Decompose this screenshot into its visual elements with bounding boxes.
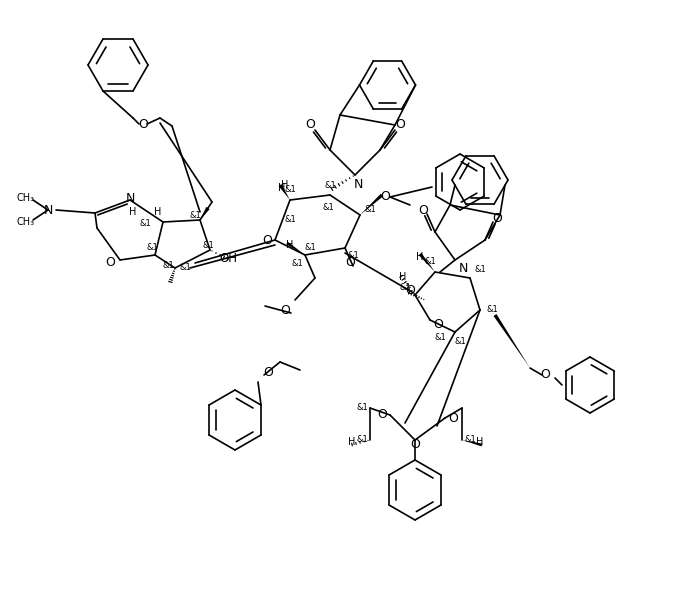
Text: &1: &1 bbox=[284, 185, 296, 194]
Text: N: N bbox=[43, 204, 53, 216]
Text: OH: OH bbox=[219, 251, 237, 264]
Text: H: H bbox=[286, 240, 294, 250]
Text: N: N bbox=[458, 261, 468, 274]
Text: N: N bbox=[353, 179, 362, 191]
Text: H: H bbox=[129, 207, 137, 217]
Text: &1: &1 bbox=[474, 266, 486, 274]
Polygon shape bbox=[462, 440, 482, 447]
Text: O: O bbox=[377, 409, 387, 422]
Text: &1: &1 bbox=[399, 283, 411, 292]
Text: &1: &1 bbox=[434, 333, 446, 342]
Text: H: H bbox=[348, 437, 356, 447]
Text: H: H bbox=[416, 252, 424, 262]
Text: &1: &1 bbox=[284, 216, 296, 225]
Text: H: H bbox=[278, 183, 286, 193]
Text: O: O bbox=[448, 412, 458, 425]
Text: &1: &1 bbox=[139, 219, 151, 228]
Text: O: O bbox=[263, 365, 273, 378]
Text: CH₃: CH₃ bbox=[17, 217, 35, 227]
Text: &1: &1 bbox=[322, 204, 334, 213]
Text: O: O bbox=[492, 211, 502, 225]
Polygon shape bbox=[279, 184, 290, 200]
Polygon shape bbox=[286, 242, 305, 255]
Text: O: O bbox=[262, 233, 272, 247]
Text: &1: &1 bbox=[189, 210, 201, 220]
Text: O: O bbox=[540, 368, 550, 381]
Text: O: O bbox=[345, 257, 355, 270]
Text: &1: &1 bbox=[202, 241, 214, 249]
Text: &1: &1 bbox=[304, 244, 316, 252]
Text: O: O bbox=[433, 318, 443, 331]
Text: H: H bbox=[282, 180, 288, 190]
Text: &1: &1 bbox=[364, 206, 376, 214]
Polygon shape bbox=[200, 207, 210, 220]
Text: O: O bbox=[380, 191, 390, 204]
Text: H: H bbox=[399, 272, 407, 282]
Text: &1: &1 bbox=[464, 435, 476, 444]
Text: O: O bbox=[305, 118, 315, 131]
Text: &1: &1 bbox=[356, 435, 368, 444]
Polygon shape bbox=[360, 194, 383, 215]
Text: &1: &1 bbox=[179, 264, 191, 273]
Text: O: O bbox=[280, 304, 290, 317]
Polygon shape bbox=[493, 314, 530, 368]
Text: O: O bbox=[138, 118, 148, 131]
Text: H: H bbox=[476, 437, 484, 447]
Text: N: N bbox=[125, 191, 135, 204]
Text: O: O bbox=[105, 255, 115, 268]
Text: O: O bbox=[410, 438, 420, 451]
Text: &1: &1 bbox=[324, 181, 336, 189]
Text: &1: &1 bbox=[347, 251, 359, 261]
Text: &1: &1 bbox=[486, 305, 498, 314]
Text: &1: &1 bbox=[146, 244, 158, 252]
Text: CH₃: CH₃ bbox=[17, 193, 35, 203]
Text: H: H bbox=[154, 207, 162, 217]
Text: O: O bbox=[405, 283, 415, 296]
Text: O: O bbox=[395, 118, 405, 131]
Text: &1: &1 bbox=[454, 337, 466, 346]
Text: O: O bbox=[418, 204, 428, 216]
Polygon shape bbox=[419, 253, 435, 272]
Text: &1: &1 bbox=[356, 403, 368, 412]
Text: &1: &1 bbox=[162, 261, 174, 270]
Text: &1: &1 bbox=[424, 258, 436, 267]
Text: &1: &1 bbox=[291, 258, 303, 267]
